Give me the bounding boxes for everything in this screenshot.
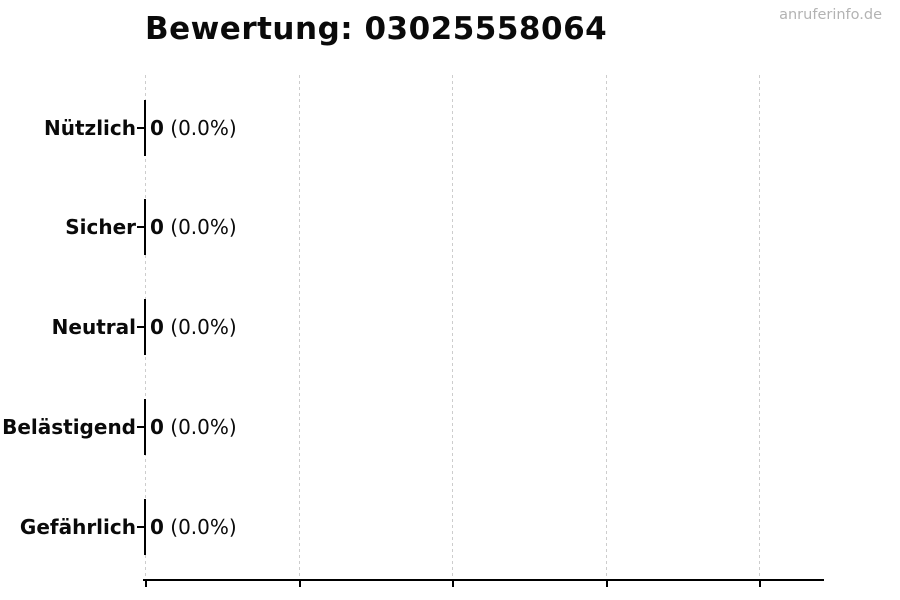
value-count: 0 <box>150 415 164 439</box>
bar-row: Nützlich 0 (0.0%) <box>0 100 900 156</box>
value-count: 0 <box>150 215 164 239</box>
value-percent: (0.0%) <box>170 215 237 239</box>
y-axis-tick <box>137 526 144 528</box>
zero-bar-outline <box>144 499 146 555</box>
value-label: 0 (0.0%) <box>150 199 237 255</box>
value-label: 0 (0.0%) <box>150 499 237 555</box>
zero-bar-outline <box>144 399 146 455</box>
value-count: 0 <box>150 315 164 339</box>
bar-row: Neutral 0 (0.0%) <box>0 299 900 355</box>
value-count: 0 <box>150 116 164 140</box>
bar-row: Gefährlich 0 (0.0%) <box>0 499 900 555</box>
value-label: 0 (0.0%) <box>150 299 237 355</box>
value-percent: (0.0%) <box>170 415 237 439</box>
value-label: 0 (0.0%) <box>150 399 237 455</box>
value-percent: (0.0%) <box>170 315 237 339</box>
bar-row: Belästigend 0 (0.0%) <box>0 399 900 455</box>
gridline <box>299 75 300 580</box>
value-percent: (0.0%) <box>170 116 237 140</box>
x-axis-tick <box>299 581 301 587</box>
watermark-text: anruferinfo.de <box>779 7 882 23</box>
x-axis-tick <box>145 581 147 587</box>
y-axis-tick <box>137 326 144 328</box>
value-percent: (0.0%) <box>170 515 237 539</box>
gridline <box>759 75 760 580</box>
category-label: Sicher <box>65 215 136 239</box>
value-count: 0 <box>150 515 164 539</box>
zero-bar-outline <box>144 199 146 255</box>
gridline <box>452 75 453 580</box>
y-axis-tick <box>137 226 144 228</box>
category-label: Belästigend <box>2 415 136 439</box>
bar-row: Sicher 0 (0.0%) <box>0 199 900 255</box>
chart-title: Bewertung: 03025558064 <box>145 11 608 47</box>
x-axis-tick <box>606 581 608 587</box>
y-axis-tick <box>137 127 144 129</box>
x-axis-tick <box>759 581 761 587</box>
value-label: 0 (0.0%) <box>150 100 237 156</box>
zero-bar-outline <box>144 299 146 355</box>
x-axis-tick <box>452 581 454 587</box>
gridline <box>606 75 607 580</box>
category-label: Nützlich <box>44 116 136 140</box>
category-label: Gefährlich <box>19 515 136 539</box>
category-label: Neutral <box>51 315 136 339</box>
x-axis-line <box>143 579 824 581</box>
zero-bar-outline <box>144 100 146 156</box>
y-axis-tick <box>137 426 144 428</box>
